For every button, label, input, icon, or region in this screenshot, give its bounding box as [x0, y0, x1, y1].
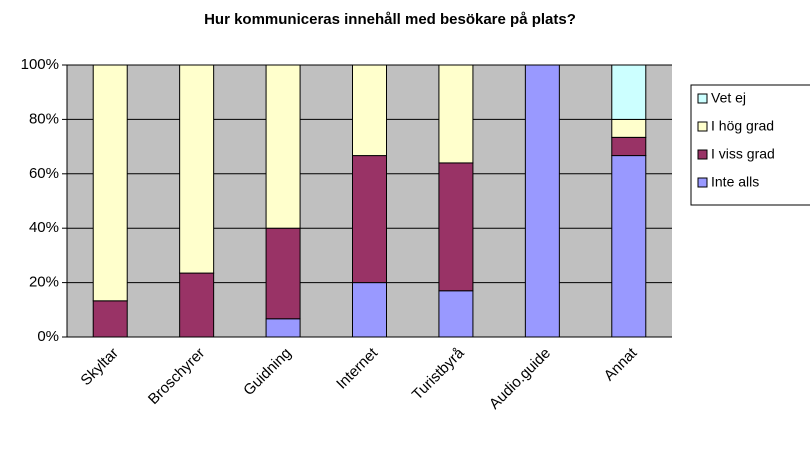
x-tick-label: Skyltar [77, 345, 121, 389]
bar-segment [92, 300, 128, 338]
x-tick-label: Audio.guide [486, 345, 554, 413]
bar-segment [179, 64, 215, 274]
legend-box [690, 84, 810, 206]
y-tick-label: 100% [21, 56, 59, 73]
x-tick-label: Guidning [240, 345, 294, 399]
legend-label: I hög grad [711, 118, 774, 134]
chart-title: Hur kommuniceras innehåll med besökare p… [204, 11, 576, 28]
bar-segment [265, 227, 301, 320]
y-tick-label: 80% [29, 110, 59, 127]
bar-segment [352, 64, 387, 157]
bar-segment [265, 318, 301, 338]
bar-segment [524, 64, 560, 338]
bar-segment [438, 290, 474, 338]
bar-segment [611, 136, 647, 157]
x-tick-label: Internet [333, 344, 382, 393]
bar-segment [611, 64, 647, 120]
legend-swatch [697, 149, 708, 160]
y-tick-label: 20% [29, 274, 59, 291]
legend-swatch [697, 177, 708, 188]
legend-swatch [697, 93, 708, 104]
legend-label: I viss grad [711, 146, 775, 162]
bar-segment [438, 162, 474, 292]
bar-segment [611, 155, 647, 338]
bar-segment [92, 64, 128, 302]
y-tick-label: 60% [29, 165, 59, 182]
y-tick-label: 0% [37, 328, 59, 345]
legend-swatch [697, 121, 708, 132]
x-tick-label: Annat [601, 344, 641, 384]
x-tick-label: Broschyrer [145, 345, 208, 408]
bar-segment [265, 64, 301, 229]
legend-label: Inte alls [711, 174, 759, 190]
x-tick-label: Turistbyrå [409, 344, 468, 403]
bar-segment [352, 282, 387, 338]
bar-segment [438, 64, 474, 164]
bar-segment [179, 272, 215, 338]
y-tick-label: 40% [29, 219, 59, 236]
legend-label: Vet ej [711, 90, 746, 106]
bar-segment [352, 155, 387, 284]
bar-segment [611, 118, 647, 138]
